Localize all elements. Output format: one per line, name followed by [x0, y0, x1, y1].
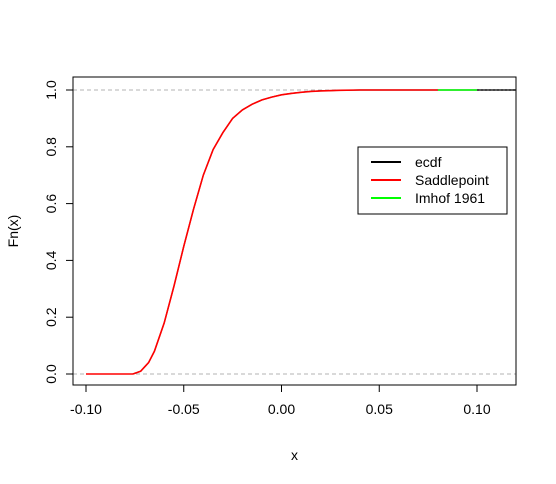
- y-tick-label: 0.2: [43, 307, 59, 327]
- reference-lines: [73, 89, 516, 375]
- x-axis: -0.10 -0.05 0.00 0.05 0.10: [70, 384, 491, 417]
- x-tick-label: 0.00: [268, 401, 295, 417]
- legend-label: ecdf: [415, 154, 442, 170]
- y-tick-label: 0.6: [43, 194, 59, 214]
- legend-label: Imhof 1961: [415, 190, 485, 206]
- x-tick-label: -0.05: [168, 401, 200, 417]
- y-axis: 0.0 0.2 0.4 0.6 0.8 1.0: [43, 80, 74, 384]
- y-axis-title: Fn(x): [5, 215, 21, 248]
- x-tick-label: 0.10: [463, 401, 490, 417]
- x-axis-title: x: [291, 447, 298, 463]
- series-layer: [86, 89, 517, 375]
- plot-frame: [72, 76, 517, 386]
- series-line-ecdf: [132, 89, 517, 375]
- series-line-saddlepoint: [86, 89, 438, 375]
- legend: ecdf Saddlepoint Imhof 1961: [357, 146, 508, 215]
- y-tick-label: 0.0: [43, 364, 59, 384]
- legend-label: Saddlepoint: [415, 172, 489, 188]
- y-tick-label: 0.8: [43, 137, 59, 157]
- y-tick-label: 1.0: [43, 80, 59, 100]
- x-tick-label: 0.05: [366, 401, 393, 417]
- y-tick-label: 0.4: [43, 250, 59, 270]
- x-tick-label: -0.10: [70, 401, 102, 417]
